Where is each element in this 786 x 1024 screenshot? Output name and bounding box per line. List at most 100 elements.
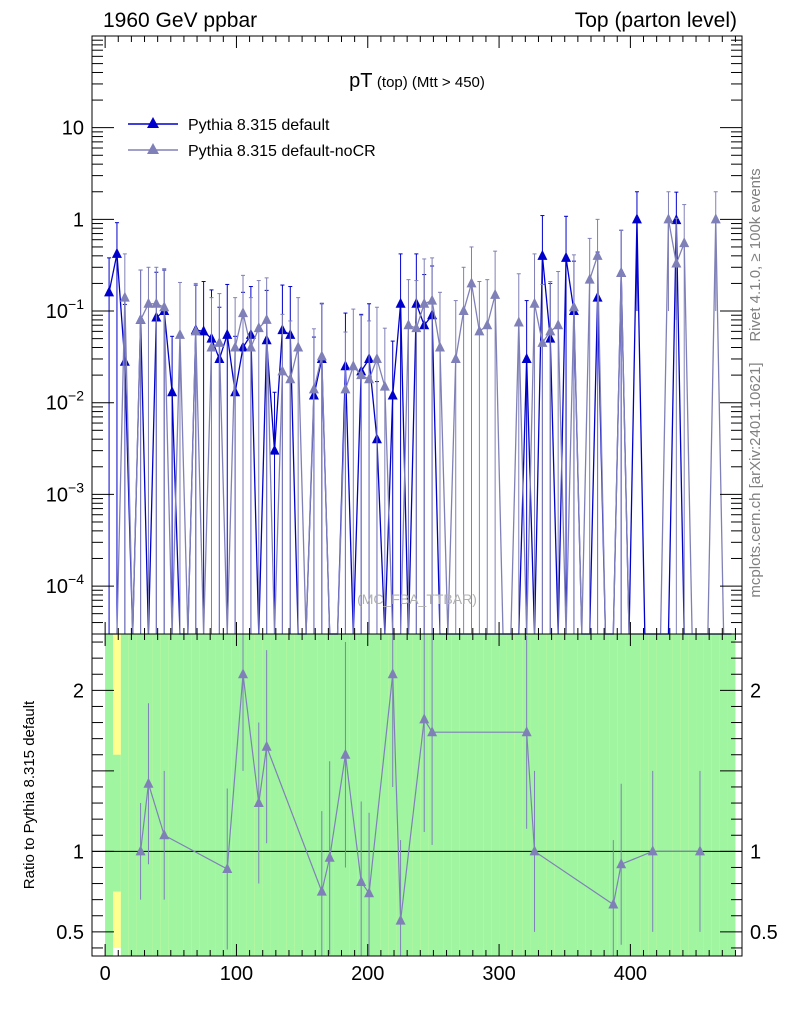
data-point-default	[537, 249, 548, 260]
ratio-plot-frame	[91, 633, 743, 957]
ratio-band-inner	[451, 634, 460, 956]
data-point-nocr	[238, 307, 249, 318]
ratio-point	[143, 777, 154, 788]
ratio-band-inner	[562, 634, 570, 956]
series-layer	[104, 191, 732, 956]
ratio-band-inner	[491, 634, 500, 956]
ratio-band-inner	[373, 634, 381, 956]
data-point-default	[222, 328, 233, 339]
ratio-band-inner	[688, 634, 697, 956]
ratio-band-inner	[231, 634, 240, 956]
data-point-nocr	[679, 237, 690, 248]
ratio-point	[261, 740, 272, 751]
ticks-layer: 0 100 200 300 400 10−4 10−3 10−2 10−1 1 10 0.5 0.5 1 1…	[46, 36, 778, 985]
legend-marker-default	[147, 117, 159, 128]
ratio-band-inner	[609, 634, 618, 956]
ratio-band-inner	[436, 634, 444, 956]
y-tick-label: 10−4	[46, 571, 84, 598]
x-tick-label: 400	[614, 963, 647, 985]
ratio-point	[387, 668, 398, 679]
data-point-nocr	[253, 322, 264, 333]
ratio-band-inner	[593, 634, 602, 956]
ratio-band-inner	[357, 634, 366, 956]
ratio-band-inner	[183, 634, 192, 956]
data-point-nocr	[277, 365, 288, 376]
ratio-y-tick-label-left: 1	[73, 841, 84, 863]
ratio-point	[616, 858, 627, 869]
ratio-band-inner	[105, 634, 114, 956]
ratio-band-inner	[475, 634, 484, 956]
ratio-band-inner	[467, 634, 476, 956]
rivet-label: Rivet 4.1.0, ≥ 100k events	[747, 168, 764, 341]
ratio-band-inner	[546, 634, 555, 956]
ratio-point	[238, 668, 249, 679]
ratio-band-inner	[538, 634, 547, 956]
header-left: 1960 GeV ppbar	[103, 9, 257, 32]
ratio-band-inner	[443, 634, 452, 956]
ratio-band-inner	[365, 634, 374, 956]
x-tick-label: 200	[351, 963, 384, 985]
x-tick-label: 0	[100, 963, 111, 985]
ratio-band-inner	[585, 634, 594, 956]
ratio-band-inner	[215, 634, 224, 956]
watermark: (MC_FBA_TTBAR)	[357, 591, 477, 607]
data-point-nocr	[710, 213, 721, 224]
legend: Pythia 8.315 default Pythia 8.315 defaul…	[128, 117, 376, 160]
legend-label-default: Pythia 8.315 default	[188, 117, 330, 134]
ratio-band-inner	[168, 634, 177, 956]
ratio-band-inner	[128, 634, 137, 956]
ratio-bands-layer	[105, 634, 736, 956]
x-tick-label: 300	[482, 963, 515, 985]
data-point-nocr	[663, 213, 674, 224]
ratio-band-inner	[459, 634, 468, 956]
data-point-nocr	[466, 277, 477, 288]
ratio-band-inner	[302, 634, 310, 956]
data-point-nocr	[151, 297, 162, 308]
y-tick-label: 10	[62, 118, 84, 140]
ratio-band-inner	[727, 634, 736, 956]
ratio-band-inner	[601, 634, 610, 956]
ratio-band-inner	[317, 634, 326, 956]
data-point-nocr	[119, 291, 130, 302]
ratio-y-tick-label-left: 0.5	[56, 922, 84, 944]
ratio-band-inner	[309, 634, 318, 956]
ratio-y-tick-label-right: 1	[750, 841, 761, 863]
ratio-band-inner	[483, 634, 492, 956]
ratio-band-inner	[680, 634, 689, 956]
ratio-band-inner	[640, 634, 649, 956]
data-point-nocr	[316, 350, 327, 361]
ratio-point	[694, 845, 705, 856]
data-point-default	[631, 213, 642, 224]
ratio-band-inner	[577, 634, 586, 956]
ratio-band-inner	[349, 634, 358, 956]
ratio-band-inner	[703, 634, 712, 956]
ratio-band-inner	[278, 634, 287, 956]
ratio-band-inner	[152, 634, 161, 956]
ratio-point	[340, 748, 351, 759]
ratio-band-inner	[388, 634, 397, 956]
legend-label-nocr: Pythia 8.315 default-noCR	[188, 143, 376, 160]
data-point-default	[395, 297, 406, 308]
ratio-band-inner	[333, 634, 342, 956]
ratio-band-inner	[246, 634, 255, 956]
legend-marker-nocr	[147, 143, 159, 154]
ratio-band-inner	[380, 634, 389, 956]
data-point-nocr	[174, 328, 185, 339]
ratio-y-tick-label-left: 2	[73, 680, 84, 702]
data-point-nocr	[206, 341, 217, 352]
data-point-default	[561, 251, 572, 262]
ratio-y-tick-label-right: 0.5	[750, 922, 778, 944]
ratio-band-inner	[239, 634, 247, 956]
data-point-default	[111, 247, 122, 258]
ratio-band-inner	[506, 634, 515, 956]
chart-title: pT (top) (Mtt > 450)	[349, 70, 485, 92]
ratio-band-inner	[719, 634, 728, 956]
ratio-band-inner	[207, 634, 216, 956]
ratio-band-inner	[711, 634, 720, 956]
ratio-band-inner	[412, 634, 421, 956]
ratio-band-inner	[120, 634, 129, 956]
ratio-band-inner	[514, 634, 523, 956]
ratio-band-inner	[633, 634, 641, 956]
data-point-nocr	[293, 341, 304, 352]
data-point-nocr	[190, 325, 201, 336]
